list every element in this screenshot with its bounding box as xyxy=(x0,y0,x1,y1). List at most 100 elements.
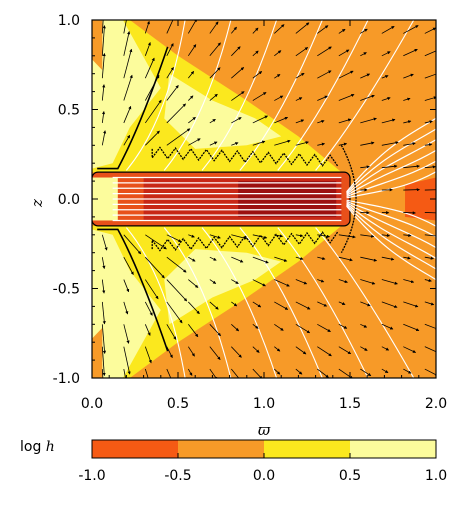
velocity-arrow xyxy=(381,323,394,330)
velocity-arrow xyxy=(252,71,263,79)
velocity-arrow xyxy=(295,233,304,238)
velocity-arrow xyxy=(381,97,391,101)
colorbar-tick-label: -1.0 xyxy=(78,468,105,484)
colorbar-swatch xyxy=(178,440,264,458)
velocity-arrow xyxy=(166,368,172,378)
velocity-arrow xyxy=(274,323,284,331)
velocity-arrow xyxy=(144,20,150,34)
x-tick-label: 0.5 xyxy=(167,396,189,412)
velocity-arrow xyxy=(188,138,201,146)
velocity-arrow xyxy=(209,141,218,146)
velocity-arrow xyxy=(381,233,391,238)
velocity-arrow xyxy=(231,324,240,332)
velocity-arrow xyxy=(274,279,290,287)
velocity-arrow xyxy=(209,67,221,79)
level-region-high-upper xyxy=(92,20,161,169)
velocity-arrow xyxy=(295,279,308,285)
x-tick-label: 1.5 xyxy=(339,396,361,412)
velocity-arrow xyxy=(231,256,244,263)
velocity-arrow xyxy=(381,279,398,285)
velocity-arrow xyxy=(101,20,104,34)
velocity-arrow xyxy=(231,346,242,358)
field-line xyxy=(239,20,323,171)
velocity-arrow xyxy=(295,119,305,124)
velocity-arrow xyxy=(360,52,367,57)
velocity-arrow xyxy=(360,279,376,285)
velocity-arrow xyxy=(123,368,126,378)
velocity-arrow xyxy=(381,368,389,374)
velocity-arrow xyxy=(424,278,432,283)
velocity-arrow xyxy=(317,368,329,378)
velocity-arrow xyxy=(295,72,305,79)
velocity-arrow xyxy=(295,346,307,355)
velocity-arrow xyxy=(231,46,241,57)
field-line xyxy=(315,20,415,171)
velocity-arrow xyxy=(360,256,378,262)
velocity-arrow xyxy=(209,21,219,34)
velocity-arrow xyxy=(381,346,390,351)
field-line xyxy=(125,20,186,171)
velocity-arrow xyxy=(403,211,416,215)
velocity-arrow xyxy=(274,24,285,34)
velocity-arrow xyxy=(274,234,284,238)
velocity-arrow xyxy=(188,116,196,124)
velocity-arrow xyxy=(338,70,354,79)
velocity-arrow xyxy=(403,120,412,124)
velocity-arrow xyxy=(360,141,375,146)
velocity-arrow xyxy=(403,323,420,332)
field-line xyxy=(201,227,278,378)
x-tick-label: 2.0 xyxy=(425,396,447,412)
velocity-arrow xyxy=(403,142,416,146)
contour-wave-upper xyxy=(151,146,339,167)
velocity-arrow xyxy=(274,256,288,262)
plot-area xyxy=(92,20,436,378)
field-line xyxy=(125,227,186,378)
velocity-arrow xyxy=(145,130,160,146)
velocity-arrow xyxy=(338,118,352,124)
velocity-arrow xyxy=(188,234,195,238)
velocity-arrow xyxy=(295,256,304,261)
velocity-arrow xyxy=(403,301,419,308)
colorbar-label: log h xyxy=(20,439,55,455)
y-tick-label: 1.0 xyxy=(58,13,80,29)
velocity-arrow xyxy=(424,165,436,169)
velocity-arrow xyxy=(338,279,348,284)
velocity-arrow xyxy=(123,324,130,344)
velocity-arrow xyxy=(166,279,188,302)
velocity-arrow xyxy=(123,74,133,101)
velocity-arrow xyxy=(424,73,436,79)
velocity-arrow xyxy=(317,256,326,261)
contour-wave-lower xyxy=(151,231,339,252)
velocity-arrow xyxy=(209,279,217,284)
velocity-arrow xyxy=(338,49,350,57)
velocity-arrow xyxy=(424,50,436,57)
colorbar-label-prefix: log xyxy=(20,439,46,455)
velocity-arrow xyxy=(338,93,355,101)
velocity-arrow xyxy=(144,74,160,101)
velocity-arrow xyxy=(144,99,162,124)
velocity-arrow xyxy=(188,95,194,101)
velocity-arrow xyxy=(144,346,152,364)
velocity-arrow xyxy=(101,346,106,377)
field-line xyxy=(346,204,436,270)
velocity-vectors xyxy=(101,20,436,378)
velocity-arrow xyxy=(209,93,218,101)
velocity-arrow xyxy=(231,301,238,307)
y-tick-label: 0.0 xyxy=(58,192,80,208)
velocity-arrow xyxy=(252,279,266,287)
velocity-arrow xyxy=(403,279,415,284)
velocity-arrow xyxy=(252,234,268,239)
velocity-arrow xyxy=(231,234,248,240)
velocity-arrow xyxy=(166,128,191,146)
field-line xyxy=(315,227,415,378)
velocity-arrow xyxy=(231,368,240,378)
velocity-arrow xyxy=(403,25,419,34)
velocity-arrow xyxy=(403,97,411,101)
velocity-arrow xyxy=(123,279,130,293)
velocity-arrow xyxy=(403,49,418,57)
velocity-arrow xyxy=(295,301,311,310)
velocity-arrow xyxy=(403,233,412,237)
velocity-arrow xyxy=(424,346,436,353)
velocity-arrow xyxy=(360,73,371,79)
velocity-arrow xyxy=(338,301,346,305)
